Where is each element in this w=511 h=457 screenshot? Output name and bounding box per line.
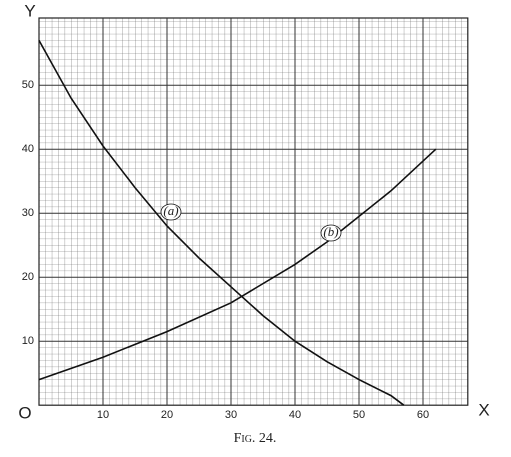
curve [38, 40, 405, 406]
curve-label-bg [160, 203, 182, 221]
caption: Fig. 24. [234, 431, 277, 446]
y-tick-label: 10 [22, 335, 34, 347]
x-tick-label: 40 [289, 409, 301, 421]
x-tick-label: 10 [97, 409, 109, 421]
curve-label: (b) [323, 224, 338, 239]
curve-label: (a) [163, 203, 178, 218]
curve-label-bg [320, 224, 342, 242]
y-tick-label: 30 [22, 207, 34, 219]
x-tick-label: 60 [417, 409, 429, 421]
curve [38, 148, 437, 381]
x-axis-label: X [478, 400, 489, 419]
y-tick-label: 50 [22, 79, 34, 91]
y-axis-label: Y [24, 1, 35, 20]
origin-label: O [18, 403, 31, 422]
x-tick-label: 50 [353, 409, 365, 421]
plot-area [38, 17, 469, 406]
y-tick-label: 40 [22, 143, 34, 155]
x-tick-label: 30 [225, 409, 237, 421]
y-tick-label: 20 [22, 271, 34, 283]
x-tick-label: 20 [161, 409, 173, 421]
